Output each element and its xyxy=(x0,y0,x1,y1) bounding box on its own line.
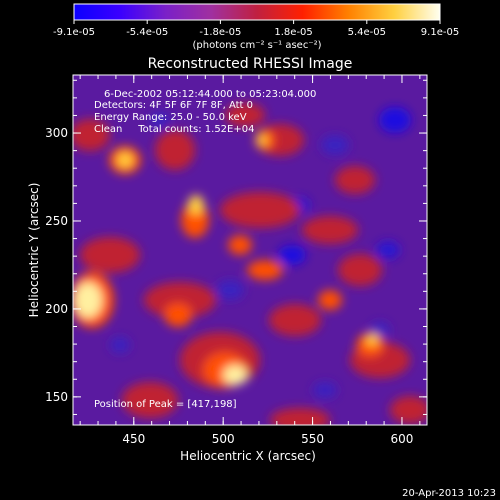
intensity-blob xyxy=(220,192,300,228)
intensity-blob xyxy=(122,382,178,418)
intensity-blob xyxy=(270,408,330,425)
y-tick-label: 250 xyxy=(45,214,68,228)
intensity-blob xyxy=(80,237,140,273)
y-tick-label: 200 xyxy=(45,302,68,316)
x-tick-label: 550 xyxy=(301,432,324,446)
intensity-blob xyxy=(257,134,267,146)
y-tick-label: 150 xyxy=(45,390,68,404)
colorbar-ticks xyxy=(73,20,441,24)
intensity-blob xyxy=(225,103,265,127)
intensity-blob xyxy=(376,241,400,259)
colorbar-tick-label: 9.1e-05 xyxy=(421,27,459,38)
info-detectors: Detectors: 4F 5F 6F 7F 8F, Att 0 xyxy=(94,100,253,111)
intensity-blob xyxy=(144,282,216,318)
y-axis: 150 200 250 300 xyxy=(45,79,427,415)
intensity-blob xyxy=(74,282,102,318)
intensity-blob xyxy=(302,216,358,244)
intensity-blob xyxy=(216,280,244,300)
x-axis: 450 500 550 600 xyxy=(79,75,421,446)
intensity-blob xyxy=(110,337,130,353)
info-time-range: 6-Dec-2002 05:12:44.000 to 05:23:04.000 xyxy=(104,89,316,100)
info-energy-range: Energy Range: 25.0 - 50.0 keV xyxy=(94,112,247,123)
intensity-blob xyxy=(335,166,375,194)
colorbar-tick-labels: -9.1e-05 -5.4e-05 -1.8e-05 1.8e-05 5.4e-05 9.… xyxy=(53,27,459,38)
colorbar-tick-label: -1.8e-05 xyxy=(199,27,241,38)
intensity-blob xyxy=(313,382,337,398)
intensity-blob xyxy=(188,195,204,215)
info-clean-counts: Clean Total counts: 1.52E+04 xyxy=(94,124,254,135)
plot-frame xyxy=(72,74,428,426)
colorbar-tick-label: -5.4e-05 xyxy=(126,27,168,38)
intensity-blob xyxy=(247,260,283,280)
colorbar-tick-label: -9.1e-05 xyxy=(53,27,95,38)
intensity-blob xyxy=(321,135,349,155)
plot-title: Reconstructed RHESSI Image xyxy=(148,56,353,72)
y-tick-label: 300 xyxy=(45,126,68,140)
intensity-blob xyxy=(318,290,342,310)
intensity-blob xyxy=(379,107,411,133)
colorbar-tick-label: 1.8e-05 xyxy=(274,27,312,38)
intensity-blob xyxy=(366,334,378,346)
intensity-blob xyxy=(390,396,427,424)
x-axis-label: Heliocentric X (arcsec) xyxy=(180,449,316,463)
intensity-blob xyxy=(338,254,382,286)
intensity-blob xyxy=(223,365,247,385)
colorbar xyxy=(73,3,441,21)
intensity-blob xyxy=(164,303,192,327)
x-tick-label: 600 xyxy=(391,432,414,446)
observation-info: 6-Dec-2002 05:12:44.000 to 05:23:04.000 … xyxy=(94,89,316,135)
intensity-blob xyxy=(117,152,133,168)
solar-image xyxy=(73,75,427,425)
intensity-blob xyxy=(228,235,252,255)
intensity-blob xyxy=(150,112,170,128)
colorbar-unit-label: (photons cm⁻² s⁻¹ asec⁻²) xyxy=(192,40,321,51)
timestamp: 20-Apr-2013 10:23 xyxy=(402,488,496,499)
x-tick-label: 500 xyxy=(212,432,235,446)
intensity-blob xyxy=(155,130,195,170)
colorbar-tick-label: 5.4e-05 xyxy=(348,27,386,38)
intensity-blob xyxy=(73,119,110,151)
intensity-blob xyxy=(269,304,321,336)
y-axis-label: Heliocentric Y (arcsec) xyxy=(27,183,41,318)
x-tick-label: 450 xyxy=(122,432,145,446)
intensity-blob xyxy=(278,245,306,265)
peak-position-label: Position of Peak = [417,198] xyxy=(94,399,237,410)
